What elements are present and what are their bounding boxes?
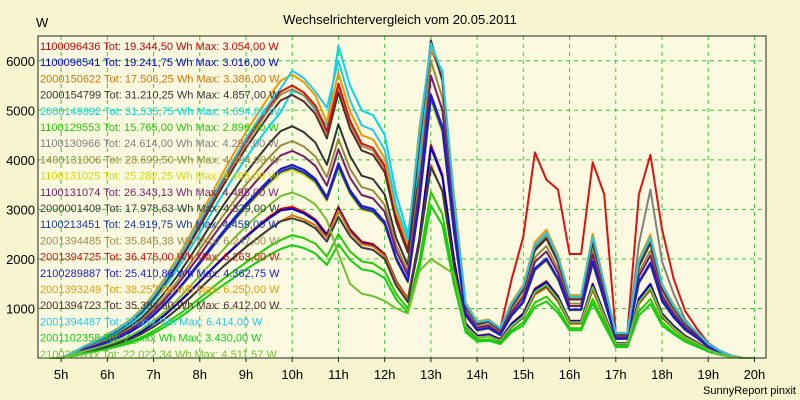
y-unit-label: W — [36, 15, 49, 30]
series-line-14 — [49, 93, 755, 359]
plot-frame — [37, 35, 767, 359]
chart-title: Wechselrichtervergleich vom 20.05.2011 — [283, 12, 517, 27]
legend-entry: 2001102358 Tot: 2_,xxx Wh Max: 3.430,00 … — [40, 333, 262, 345]
legend-entry: 1400131006 Tot: 28.699,50 Wh Max: 4.494,… — [40, 154, 280, 166]
legend-entry: 2000149892 Tot: 31.535,75 Wh Max: 4.694,… — [40, 106, 280, 118]
legend-entry: 1100130966 Tot: 24.614,00 Wh Max: 4.296,… — [40, 138, 279, 150]
x-tick-label: 9h — [239, 367, 253, 382]
x-tick-label: 17h — [605, 367, 627, 382]
x-tick-label: 10h — [281, 367, 303, 382]
legend-entry: 2001394723 Tot: 35.394,50 Wh Max: 6.412,… — [40, 300, 280, 312]
y-tick-label: 4000 — [6, 153, 35, 168]
legend-entry: 2001394725 Tot: 36.476,00 Wh Max: 6.263,… — [40, 252, 280, 264]
y-tick-label: 5000 — [6, 103, 35, 118]
legend-entry: 1100131074 Tot: 26.343,13 Wh Max: 4.498,… — [40, 187, 279, 199]
series-line-19 — [49, 191, 755, 359]
y-tick-label: 2000 — [6, 252, 35, 267]
legend-entry: 2000154799 Tot: 31.210,25 Wh Max: 4.857,… — [40, 90, 280, 102]
legend-entry: 1100213451 Tot: 24.919,75 Wh Max: 4.459,… — [40, 219, 279, 231]
legend-entry: 2100289887 Tot: 25.410,86 Wh Max: 4.362,… — [40, 268, 280, 280]
x-tick-label: 6h — [100, 367, 114, 382]
x-tick-label: 15h — [512, 367, 534, 382]
legend-entry: 1100129553 Tot: 15.765,00 Wh Max: 2.896,… — [40, 122, 279, 134]
legend-entry: 2001394487 Tot: 36.xxx Wh Max: 6.414,00 … — [40, 316, 263, 328]
x-tick-label: 11h — [328, 367, 349, 382]
axes: 5h 6h 7h 8h 9h 10h 11h 12h 13h 14h 15h 16h 17h 18h 19h… — [6, 35, 767, 382]
y-tick-label: 3000 — [6, 202, 35, 217]
legend-entry: 2100289xxx Tot: 22.022,34 Wh Max: 4.511,… — [40, 349, 277, 361]
x-tick-label: 12h — [374, 367, 396, 382]
legend-entry: 2001393249 Tot: 38.257,00 Wh Max: 6.250,… — [40, 284, 280, 296]
y-tick-label: 1000 — [6, 301, 35, 316]
series-lines — [49, 39, 755, 359]
legend-entry: 1100131025 Tot: 25.282,25 Wh Max: 4.465,… — [40, 171, 279, 183]
series-line-5 — [49, 191, 755, 359]
x-tick-label: 5h — [54, 367, 68, 382]
footer-credit: SunnyReport pinxit — [703, 385, 796, 397]
x-tick-label: 16h — [559, 367, 581, 382]
x-tick-label: 20h — [744, 367, 766, 382]
series-line-17 — [49, 42, 755, 359]
x-tick-label: 19h — [697, 367, 719, 382]
legend-entry: 2000001409 Tot: 17.978,63 Wh Max: 4.329,… — [40, 203, 280, 215]
legend-entry: 1100096436 Tot: 19.344,50 Wh Max: 3.054,… — [40, 41, 279, 53]
x-tick-label: 13h — [420, 367, 442, 382]
legend-entry: 1100096541 Tot: 19.241,75 Wh Max: 3.016,… — [40, 57, 279, 69]
legend: 1100096436 Tot: 19.344,50 Wh Max: 3.054,… — [40, 41, 280, 361]
x-tick-label: 8h — [193, 367, 207, 382]
x-tick-label: 14h — [466, 367, 488, 382]
y-tick-label: 6000 — [6, 54, 35, 69]
legend-entry: 2000150622 Tot: 17.506,25 Wh Max: 3.386,… — [40, 73, 280, 85]
series-line-18 — [49, 204, 755, 359]
legend-entry: 2001394485 Tot: 35.846,38 Wh Max: 6.247,… — [40, 235, 280, 247]
x-tick-label: 18h — [651, 367, 673, 382]
x-tick-label: 7h — [146, 367, 160, 382]
